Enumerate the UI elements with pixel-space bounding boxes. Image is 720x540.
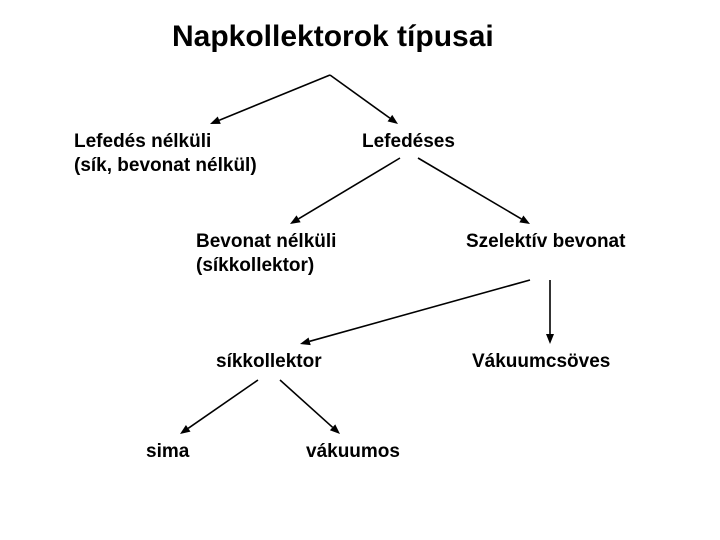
arrow-line <box>310 280 530 341</box>
arrow-line <box>188 380 258 428</box>
node-vakuumcsoves: Vákuumcsöves <box>472 350 610 374</box>
arrow-head-icon <box>330 424 340 434</box>
node-bevonat-nelkuli: Bevonat nélküli (síkkollektor) <box>196 230 336 278</box>
node-sima: sima <box>146 440 189 464</box>
diagram-title: Napkollektorok típusai <box>172 20 494 54</box>
node-lefedes-nelkuli: Lefedés nélküli (sík, bevonat nélkül) <box>74 130 257 178</box>
arrow-line <box>418 158 521 219</box>
node-vakuumos: vákuumos <box>306 440 400 464</box>
arrow-head-icon <box>519 215 530 224</box>
node-szelektiv-bevonat: Szelektív bevonat <box>466 230 625 254</box>
diagram-stage: Napkollektorok típusai Lefedés nélküli (… <box>0 0 720 540</box>
arrow-line <box>280 380 333 427</box>
arrow-head-icon <box>388 115 398 124</box>
node-sikkollektor: síkkollektor <box>216 350 322 374</box>
node-lefedeses: Lefedéses <box>362 130 455 154</box>
arrow-head-icon <box>180 425 190 434</box>
arrow-head-icon <box>210 117 221 124</box>
arrow-line <box>330 75 390 118</box>
arrow-line <box>219 75 330 120</box>
arrow-head-icon <box>546 334 554 344</box>
arrow-head-icon <box>290 215 301 224</box>
arrow-head-icon <box>300 337 311 345</box>
arrow-line <box>299 158 400 219</box>
